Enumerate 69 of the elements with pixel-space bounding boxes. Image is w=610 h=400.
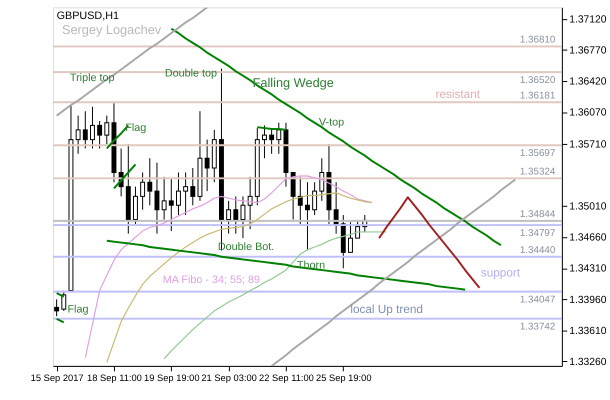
annotation: Flag	[125, 122, 146, 134]
ref-line-label: 1.34844	[520, 208, 556, 220]
y-tick-label: 1.34310	[569, 264, 607, 275]
annotation: Triple top	[70, 72, 114, 84]
candlestick	[104, 115, 110, 145]
line-series	[106, 192, 373, 363]
candlestick	[90, 106, 95, 149]
candlestick	[226, 200, 232, 234]
candlestick	[176, 172, 181, 216]
ref-line-label: 1.35697	[520, 148, 556, 160]
annotation: Double top	[164, 67, 218, 80]
candlestick	[348, 222, 353, 253]
annotation: MA Fibo - 34; 55; 89	[162, 274, 260, 286]
y-tick-label: 1.34660	[569, 232, 607, 244]
y-tick-label: 1.36420	[569, 76, 607, 88]
candlestick	[204, 139, 210, 192]
x-tick-label: 18 Sep 11:00	[87, 373, 142, 384]
candlestick	[54, 298, 60, 317]
x-tick-label: 19 Sep 19:00	[144, 373, 200, 384]
line-series	[112, 163, 136, 190]
y-tick-label: 1.33610	[569, 326, 607, 337]
y-tick-label: 1.36770	[569, 45, 607, 56]
x-tick-label: 22 Sep 11:00	[259, 373, 314, 384]
annotation: Sergey Logachev	[62, 22, 162, 38]
ref-line-label: 1.36520	[520, 74, 556, 86]
annotation: Falling Wedge	[252, 74, 334, 90]
y-tick-label: 1.37120	[569, 14, 607, 26]
annotation: GBPUSD,H1	[56, 10, 120, 22]
candlestick	[269, 129, 274, 154]
annotation: local Up trend	[350, 303, 423, 316]
candlestick	[140, 172, 146, 210]
candlestick	[240, 196, 246, 239]
candlestick	[305, 182, 310, 252]
ref-line-label: 1.35324	[520, 166, 556, 178]
annotation: support	[480, 266, 521, 280]
candlestick	[262, 124, 267, 159]
candlestick	[183, 172, 188, 216]
x-tick-label: 25 Sep 19:00	[316, 373, 372, 384]
x-tick-label: 21 Sep 03:00	[201, 373, 257, 384]
y-tick-label: 1.33960	[569, 294, 607, 306]
candlestick	[233, 196, 238, 234]
ref-line-label: 1.34440	[520, 244, 556, 256]
candlestick	[147, 158, 152, 206]
candlestick	[168, 178, 174, 232]
candlestick	[76, 115, 81, 154]
y-tick-label: 1.35010	[569, 202, 607, 213]
annotation: V-top	[318, 116, 344, 128]
annotation: resistant	[436, 88, 481, 102]
ref-line-label: 1.34047	[520, 294, 556, 306]
y-tick-label: 1.36070	[569, 108, 607, 119]
candlestick	[162, 176, 167, 220]
annotation: Flag	[67, 303, 88, 316]
line-series	[106, 240, 466, 291]
y-tick-label: 1.35710	[569, 139, 607, 150]
candlestick	[248, 176, 253, 230]
ref-line-label: 1.36181	[520, 90, 556, 102]
candlestick	[154, 162, 160, 234]
y-tick-label: 1.33260	[569, 356, 607, 368]
candlestick	[312, 182, 318, 216]
ref-line-label: 1.36810	[520, 34, 556, 46]
candlestick	[133, 186, 138, 224]
ref-line-label: 1.33742	[520, 322, 556, 333]
ref-line-label: 1.34797	[520, 228, 556, 239]
candlestick	[82, 110, 88, 149]
candlestick	[290, 172, 296, 220]
x-tick-label: 15 Sep 2017	[30, 373, 84, 384]
candlestick	[97, 120, 102, 149]
candlestick	[190, 168, 196, 206]
line-series	[378, 196, 480, 289]
